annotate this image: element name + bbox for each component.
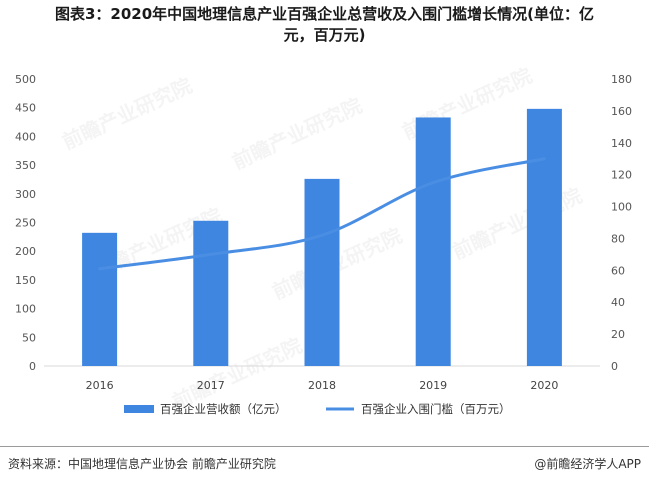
bar-series	[82, 108, 562, 367]
y-left-tick-label: 150	[15, 274, 36, 287]
y-right-tick-label: 40	[611, 296, 625, 309]
y-right-tick-label: 20	[611, 328, 625, 341]
y-left-tick-label: 50	[22, 331, 36, 344]
x-tick-label: 2016	[86, 379, 114, 392]
y-left-tick-label: 250	[15, 217, 36, 230]
bar	[304, 178, 340, 366]
y-right-tick-label: 0	[611, 360, 618, 373]
y-right-tick-label: 140	[611, 137, 632, 150]
y-left-tick-label: 400	[15, 130, 36, 143]
x-tick-label: 2019	[419, 379, 447, 392]
credit-note: @前瞻经济学人APP	[534, 457, 641, 471]
watermark-text: 前瞻产业研究院	[59, 73, 196, 154]
x-tick-label: 2020	[530, 379, 558, 392]
bar	[193, 220, 229, 366]
source-note: 资料来源：中国地理信息产业协会 前瞻产业研究院	[8, 457, 276, 471]
y-left-tick-label: 350	[15, 159, 36, 172]
y-right-tick-label: 120	[611, 169, 632, 182]
y-left-tick-label: 300	[15, 188, 36, 201]
y-right-tick-label: 180	[611, 73, 632, 86]
watermark-text: 前瞻产业研究院	[229, 93, 366, 174]
y-left-tick-label: 450	[15, 102, 36, 115]
bar	[526, 108, 562, 367]
legend-bar-swatch	[124, 405, 154, 413]
y-right-tick-label: 100	[611, 201, 632, 214]
y-right-tick-label: 60	[611, 264, 625, 277]
y-left-tick-label: 0	[29, 360, 36, 373]
footer: 资料来源：中国地理信息产业协会 前瞻产业研究院 @前瞻经济学人APP	[0, 446, 649, 481]
y-right-tick-label: 80	[611, 232, 625, 245]
legend: 百强企业营收额（亿元） 百强企业入围门槛（百万元）	[124, 402, 511, 416]
legend-line-label: 百强企业入围门槛（百万元）	[361, 402, 511, 416]
y-left-tick-label: 500	[15, 73, 36, 86]
line-series	[98, 157, 546, 271]
chart-title: 图表3：2020年中国地理信息产业百强企业总营收及入围门槛增长情况(单位：亿 元…	[0, 4, 649, 46]
y-left-axis: 0 50 100 150 200 250 300 350 400 450 500	[15, 73, 36, 373]
y-left-tick-label: 200	[15, 245, 36, 258]
y-right-axis: 0 20 40 60 80 100 120 140 160 180	[611, 73, 632, 373]
bar	[82, 232, 118, 366]
x-tick-label: 2018	[308, 379, 336, 392]
legend-bar-label: 百强企业营收额（亿元）	[160, 402, 287, 416]
y-right-tick-label: 160	[611, 105, 632, 118]
chart-title-line1: 图表3：2020年中国地理信息产业百强企业总营收及入围门槛增长情况(单位：亿	[54, 5, 595, 23]
y-left-tick-label: 100	[15, 303, 36, 316]
bar	[415, 117, 451, 366]
x-axis: 2016 2017 2018 2019 2020	[86, 379, 559, 392]
chart-title-line2: 元，百万元)	[283, 26, 366, 44]
x-tick-label: 2017	[197, 379, 225, 392]
watermark-text: 前瞻产业研究院	[449, 183, 586, 264]
